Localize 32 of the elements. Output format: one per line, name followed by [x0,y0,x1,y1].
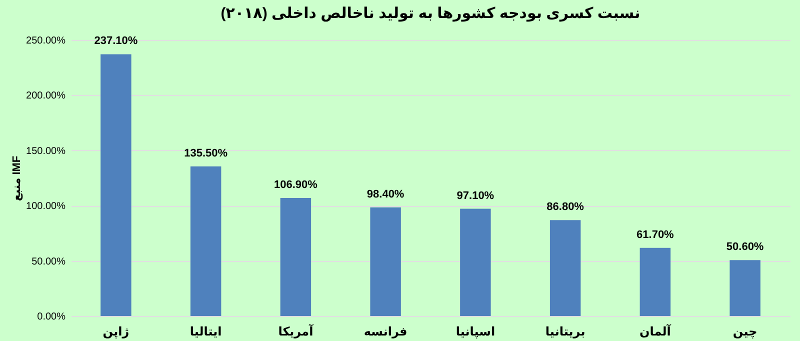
bar [730,260,760,316]
bar [460,208,491,316]
bar [100,54,132,316]
y-axis-title: منبع IMF [11,156,24,202]
y-tick-label: 0.00% [37,312,66,322]
data-label: 61.70% [636,228,674,241]
chart-title: نسبت کسری بودجه کشورها به تولید ناخالص داخلی (۲۰۱۸) [220,5,640,22]
x-tick-label: آلمان [639,324,672,338]
x-tick-label: ایتالیا [190,324,222,338]
y-tick-label: 50.00% [32,256,66,268]
data-label: 237.10% [94,35,138,48]
data-label: 86.80% [546,201,584,214]
data-label: 50.60% [726,241,764,254]
bar [550,220,581,316]
y-tick-label: 250.00% [26,36,66,46]
bar [370,207,401,316]
data-label: 135.50% [184,147,228,160]
y-tick-label: 100.00% [26,201,66,212]
x-tick-label: ژاپن [102,324,130,338]
x-tick-label: اسپانیا [456,324,496,338]
x-tick-label: فرانسه [364,324,408,338]
y-tick-label: 150.00% [26,146,66,157]
bar [640,248,671,316]
bar [190,166,222,316]
data-label: 98.40% [366,188,404,200]
data-label: 97.10% [456,190,494,202]
x-tick-label: بریتانیا [545,324,586,338]
data-label: 106.90% [274,178,318,191]
bar [280,198,312,316]
y-tick-label: 200.00% [26,90,66,102]
x-tick-label: آمریکا [278,324,314,338]
x-tick-label: چین [732,324,758,338]
